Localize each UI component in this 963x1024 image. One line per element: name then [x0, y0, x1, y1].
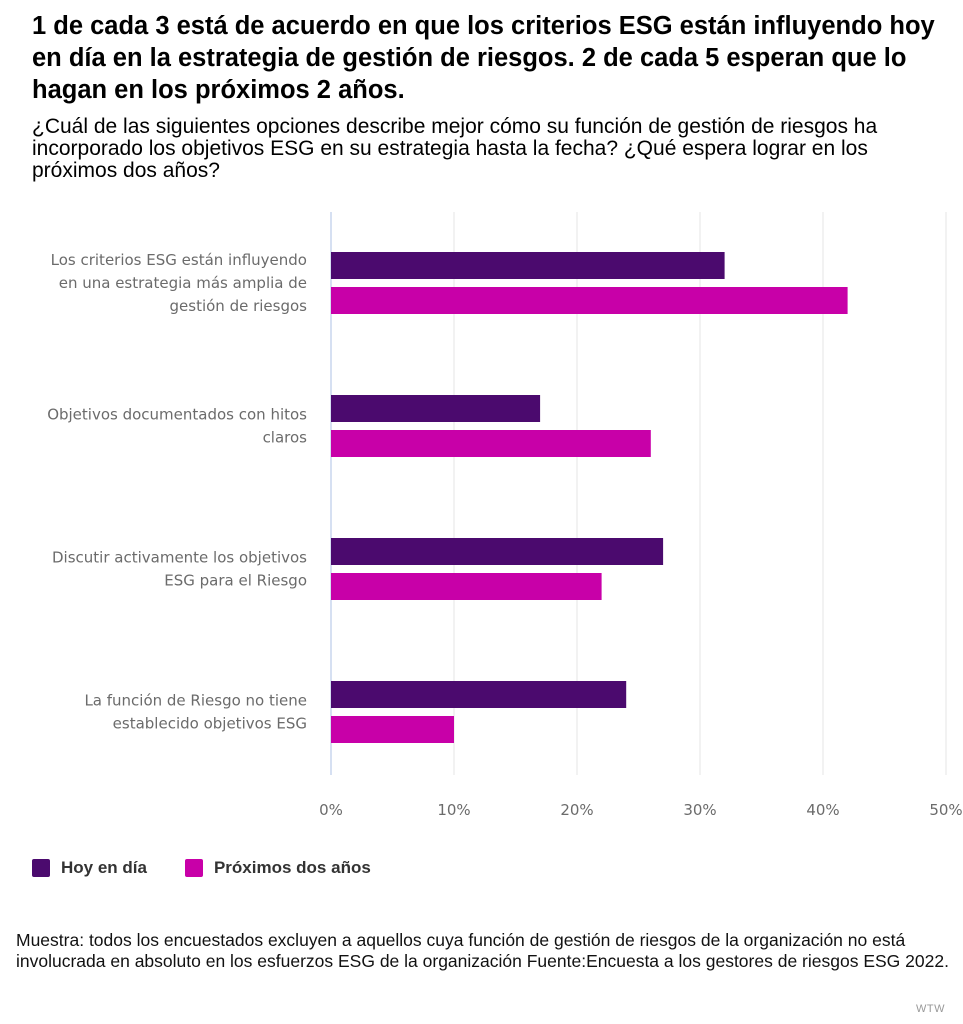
source-note: Muestra: todos los encuestados excluyen … — [16, 930, 949, 971]
category-label-line: claros — [263, 429, 308, 447]
x-tick-label: 50% — [929, 801, 962, 819]
bar-next — [331, 430, 651, 457]
legend-label-today: Hoy en día — [61, 858, 147, 877]
chart-title: 1 de cada 3 está de acuerdo en que los c… — [32, 12, 935, 104]
category-label-line: La función de Riesgo no tiene — [84, 692, 307, 710]
bar-today — [331, 538, 664, 565]
bar-today — [331, 395, 541, 422]
x-tick-label: 30% — [683, 801, 716, 819]
category-label-line: gestión de riesgos — [170, 297, 308, 315]
x-tick-label: 20% — [560, 801, 593, 819]
category-label: La función de Riesgo no tiene establecido… — [84, 692, 307, 733]
x-tick-label: 0% — [319, 801, 343, 819]
legend-swatch-next — [184, 859, 203, 877]
category-label-line: Objetivos documentados con hitos — [47, 406, 307, 424]
legend-item-next: Próximos dos años — [184, 858, 371, 878]
bar-today — [331, 681, 627, 708]
category-label: Discutir activamente los objetivos ESG pa… — [52, 549, 307, 590]
category-label-line: en una estrategia más amplia de — [59, 274, 307, 292]
x-tick-label: 40% — [806, 801, 839, 819]
category-label: Objetivos documentados con hitos claros — [47, 406, 307, 447]
category-label-line: Discutir activamente los objetivos — [52, 549, 307, 567]
category-label-line: ESG para el Riesgo — [164, 572, 307, 590]
bar-today — [331, 252, 725, 279]
category-label: Los criterios ESG están influyendo en una… — [51, 251, 308, 315]
credit-logo: WTW — [916, 1003, 945, 1015]
category-label-line: Los criterios ESG están influyendo — [51, 251, 307, 269]
bar-next — [331, 573, 602, 600]
bars — [331, 252, 848, 743]
bar-chart: Los criterios ESG están influyendo en una… — [47, 212, 963, 819]
x-tick-label: 10% — [437, 801, 470, 819]
legend-item-today: Hoy en día — [32, 858, 147, 878]
bar-next — [331, 716, 454, 743]
x-axis-ticks: 0% 10% 20% 30% 40% 50% — [319, 801, 963, 819]
bar-next — [331, 287, 848, 314]
category-labels: Los criterios ESG están influyendo en una… — [47, 251, 307, 733]
legend: Hoy en día Próximos dos años — [32, 856, 409, 880]
chart-subtitle: ¿Cuál de las siguientes opciones describ… — [32, 115, 878, 182]
legend-label-next: Próximos dos años — [213, 858, 371, 877]
category-label-line: establecido objetivos ESG — [113, 715, 307, 733]
legend-swatch-today — [32, 859, 50, 877]
